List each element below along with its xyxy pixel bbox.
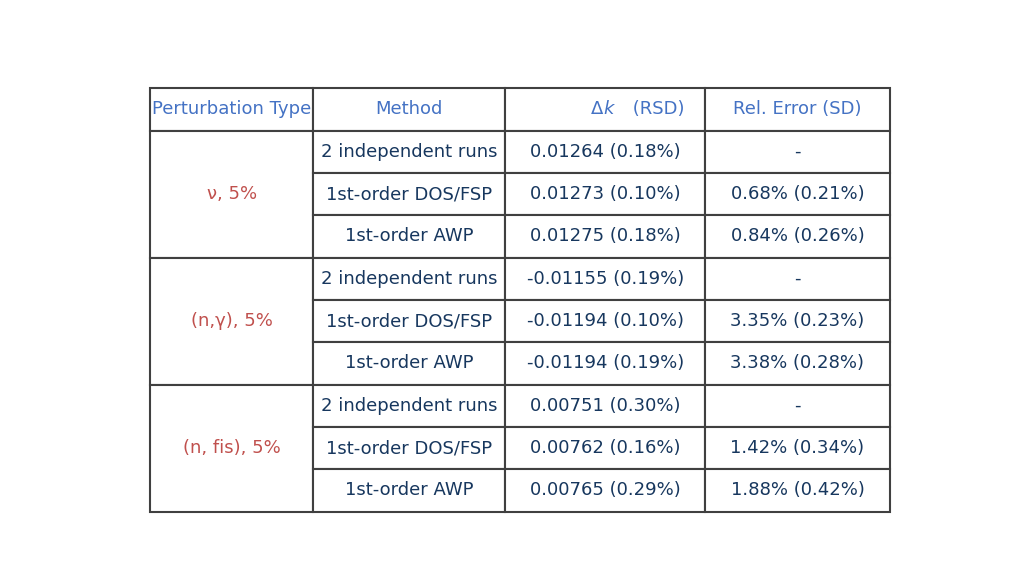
Bar [505, 384, 705, 427]
Text: 1st-order AWP: 1st-order AWP [345, 355, 474, 373]
Text: 1st-order AWP: 1st-order AWP [345, 481, 474, 500]
Text: Method: Method [376, 101, 443, 118]
Text: 1st-order DOS/FSP: 1st-order DOS/FSP [326, 312, 492, 330]
Text: k: k [604, 101, 614, 118]
Bar [705, 88, 890, 130]
Text: 3.38% (0.28%): 3.38% (0.28%) [731, 355, 865, 373]
Text: Rel. Error (SD): Rel. Error (SD) [733, 101, 862, 118]
Bar [705, 215, 890, 257]
Text: 2 independent runs: 2 independent runs [321, 270, 497, 288]
Text: 0.68% (0.21%): 0.68% (0.21%) [731, 185, 865, 203]
Bar [705, 469, 890, 512]
Bar [150, 130, 314, 257]
Text: 1.42% (0.34%): 1.42% (0.34%) [731, 439, 865, 457]
Bar [505, 427, 705, 469]
Bar [505, 257, 705, 300]
Bar [314, 257, 505, 300]
Text: Δ: Δ [592, 101, 604, 118]
Bar [150, 257, 314, 384]
Bar [505, 215, 705, 257]
Text: 0.84% (0.26%): 0.84% (0.26%) [731, 228, 865, 246]
Text: 1st-order AWP: 1st-order AWP [345, 228, 474, 246]
Bar [505, 342, 705, 384]
Bar [705, 342, 890, 384]
Bar [705, 427, 890, 469]
Text: 0.00751 (0.30%): 0.00751 (0.30%) [530, 397, 680, 415]
Text: Perturbation Type: Perturbation Type [152, 101, 312, 118]
Bar [150, 384, 314, 512]
Bar [314, 469, 505, 512]
Text: (n,γ), 5%: (n,γ), 5% [191, 312, 273, 330]
Text: -0.01194 (0.19%): -0.01194 (0.19%) [527, 355, 684, 373]
Bar [505, 300, 705, 342]
Bar [314, 384, 505, 427]
Text: -: - [794, 143, 801, 161]
Bar [705, 173, 890, 215]
Text: (RSD): (RSD) [627, 101, 685, 118]
Bar [150, 88, 314, 130]
Bar [705, 384, 890, 427]
Bar [505, 173, 705, 215]
Bar [705, 130, 890, 173]
Text: 3.35% (0.23%): 3.35% (0.23%) [731, 312, 865, 330]
Text: 2 independent runs: 2 independent runs [321, 143, 497, 161]
Text: 1st-order DOS/FSP: 1st-order DOS/FSP [326, 439, 492, 457]
Text: -: - [794, 397, 801, 415]
Bar [505, 130, 705, 173]
Text: 0.01273 (0.10%): 0.01273 (0.10%) [530, 185, 680, 203]
Text: 0.00765 (0.29%): 0.00765 (0.29%) [530, 481, 681, 500]
Bar [314, 173, 505, 215]
Text: 2 independent runs: 2 independent runs [321, 397, 497, 415]
Bar [314, 215, 505, 257]
Bar [314, 130, 505, 173]
Bar [314, 300, 505, 342]
Text: 0.00762 (0.16%): 0.00762 (0.16%) [530, 439, 680, 457]
Bar [505, 88, 705, 130]
Bar [314, 342, 505, 384]
Bar [314, 427, 505, 469]
Bar [705, 300, 890, 342]
Text: -0.01155 (0.19%): -0.01155 (0.19%) [527, 270, 684, 288]
Bar [505, 469, 705, 512]
Text: 1.88% (0.42%): 1.88% (0.42%) [731, 481, 865, 500]
Text: -: - [794, 270, 801, 288]
Text: (n, fis), 5%: (n, fis), 5% [183, 439, 281, 457]
Bar [314, 88, 505, 130]
Text: 1st-order DOS/FSP: 1st-order DOS/FSP [326, 185, 492, 203]
Text: ν, 5%: ν, 5% [207, 185, 257, 203]
Text: 0.01275 (0.18%): 0.01275 (0.18%) [530, 228, 681, 246]
Bar [705, 257, 890, 300]
Text: 0.01264 (0.18%): 0.01264 (0.18%) [530, 143, 680, 161]
Text: -0.01194 (0.10%): -0.01194 (0.10%) [527, 312, 684, 330]
